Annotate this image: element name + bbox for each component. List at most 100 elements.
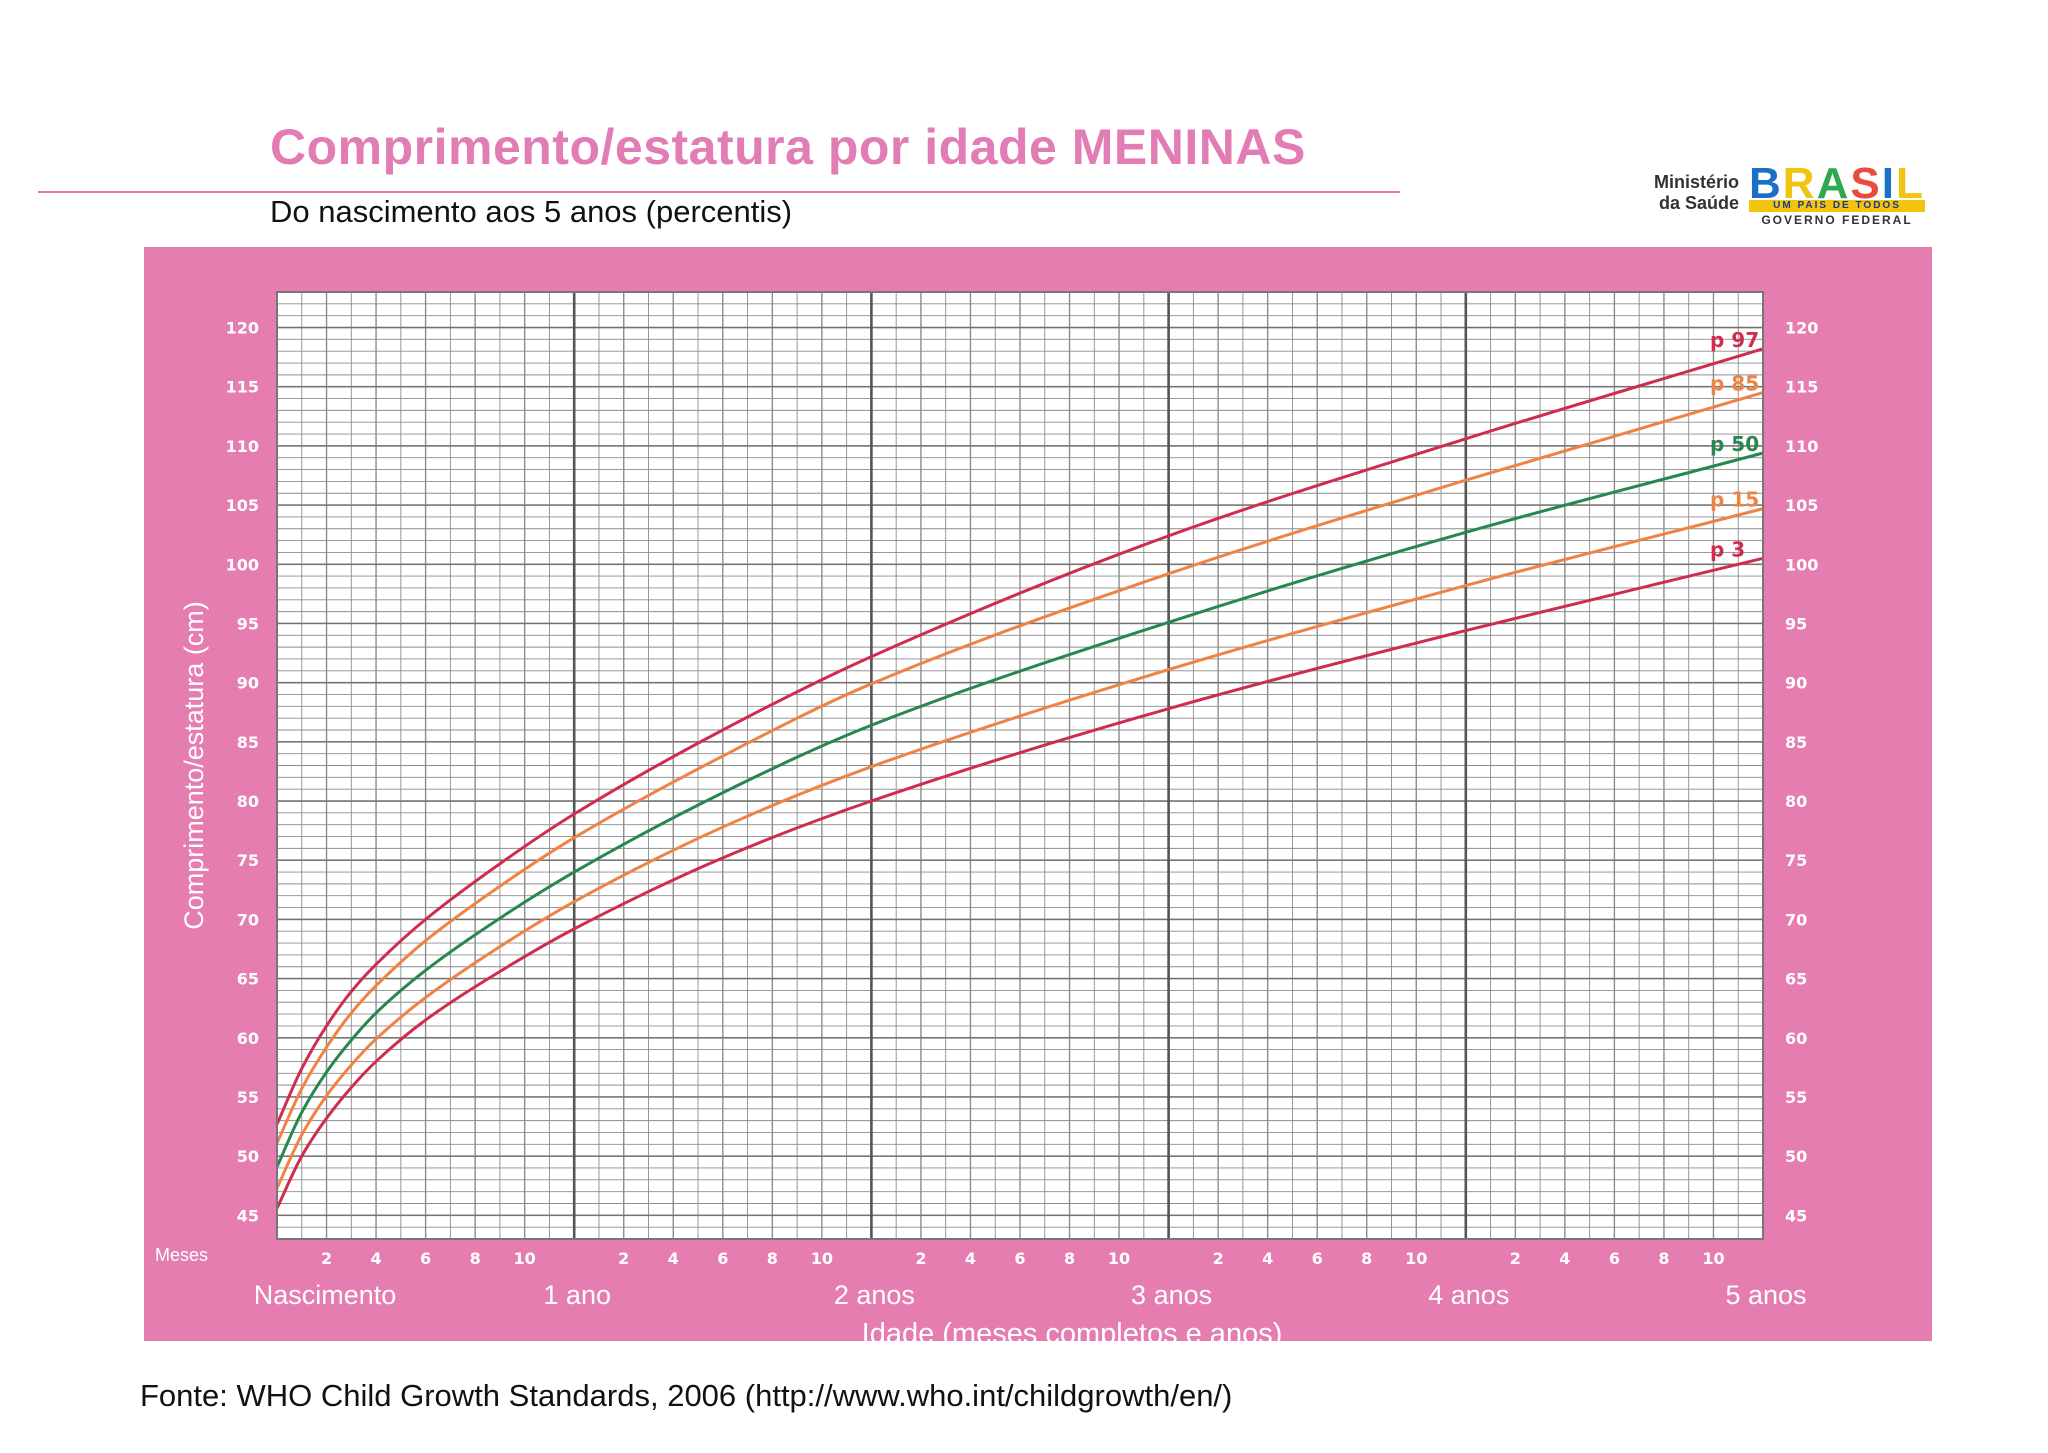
y-tick-label-left: 75 (237, 851, 259, 870)
y-tick-label-left: 100 (226, 555, 259, 574)
x-month-tick-label: 6 (1609, 1249, 1620, 1268)
y-tick-label-left: 120 (226, 319, 259, 338)
x-month-tick-label: 10 (1702, 1249, 1724, 1268)
x-year-tick-label: 5 anos (1725, 1280, 1806, 1310)
ministry-name: Ministério da Saúde (1645, 172, 1739, 214)
x-month-tick-label: 2 (618, 1249, 629, 1268)
series-label-p50: p 50 (1710, 432, 1759, 456)
x-month-tick-label: 4 (1262, 1249, 1273, 1268)
y-tick-label-left: 85 (237, 733, 259, 752)
x-month-tick-label: 6 (1312, 1249, 1323, 1268)
x-month-tick-label: 10 (1405, 1249, 1427, 1268)
y-tick-label-right: 90 (1785, 674, 1807, 693)
y-tick-label-right: 55 (1785, 1088, 1807, 1107)
brasil-letter: B (1749, 159, 1783, 208)
y-tick-label-right: 115 (1785, 378, 1818, 397)
y-tick-label-right: 45 (1785, 1206, 1807, 1225)
x-month-tick-label: 6 (420, 1249, 431, 1268)
y-tick-label-right: 80 (1785, 792, 1807, 811)
x-month-tick-label: 8 (1658, 1249, 1669, 1268)
grid-major-horizontal (277, 326, 1763, 1216)
source-citation: Fonte: WHO Child Growth Standards, 2006 … (140, 1378, 1233, 1413)
brasil-letter: S (1850, 159, 1882, 208)
series-line-p85 (275, 391, 1764, 1144)
y-tick-label-left: 60 (237, 1029, 259, 1048)
x-month-tick-label: 2 (1213, 1249, 1224, 1268)
ministry-line-1: Ministério (1653, 172, 1739, 192)
y-tick-label-right: 95 (1785, 614, 1807, 633)
x-month-tick-label: 6 (1014, 1249, 1025, 1268)
y-tick-label-left: 105 (226, 496, 259, 515)
y-tick-label-right: 70 (1785, 910, 1807, 929)
y-tick-label-left: 110 (226, 437, 259, 456)
series-line-p15 (275, 507, 1764, 1189)
y-tick-label-left: 95 (237, 614, 259, 633)
y-tick-label-right: 85 (1785, 733, 1807, 752)
y-tick-label-right: 100 (1785, 555, 1818, 574)
x-month-tick-label: 4 (668, 1249, 679, 1268)
x-year-tick-label: 3 anos (1131, 1280, 1212, 1310)
x-month-tick-label: 8 (767, 1249, 778, 1268)
title-divider (38, 191, 1400, 193)
y-tick-label-right: 110 (1785, 437, 1818, 456)
x-year-tick-labels: Nascimento 1 ano 2 anos 3 anos 4 anos 5 anos (254, 1280, 1807, 1310)
page-title: Comprimento/estatura por idade MENINAS (270, 119, 1306, 175)
x-month-tick-label: 4 (1559, 1249, 1570, 1268)
series-label-p3: p 3 (1710, 537, 1745, 561)
y-tick-labels-left: 45 50 55 60 65 70 75 80 85 90 95 100 105 110 115 120 (226, 319, 259, 1226)
x-year-tick-label: 1 ano (543, 1280, 611, 1310)
brasil-letter: R (1782, 159, 1817, 208)
brasil-letter: A (1816, 159, 1851, 208)
series-label-p85: p 85 (1710, 372, 1759, 396)
plot-border (276, 291, 1764, 1240)
y-tick-label-right: 65 (1785, 970, 1807, 989)
brasil-tagline: UM PAÍS DE TODOS (1749, 200, 1925, 212)
ministry-line-2: da Saúde (1658, 193, 1739, 213)
x-month-tick-labels: 2 4 6 8 10 2 4 6 8 10 2 4 6 8 10 2 4 6 8 10 2 4 6 8 10 (321, 1249, 1725, 1268)
y-tick-label-left: 90 (237, 674, 259, 693)
ministry-logo: Ministério da Saúde BRASIL UM PAÍS DE TO… (1645, 160, 1935, 230)
y-tick-label-left: 80 (237, 792, 259, 811)
series-label-p97: p 97 (1710, 328, 1759, 352)
y-axis-label: Comprimento/estatura (cm) (179, 601, 209, 930)
percentile-labels: p 97 p 85 p 50 p 15 p 3 (1710, 328, 1759, 562)
y-tick-label-right: 105 (1785, 496, 1818, 515)
x-month-tick-label: 8 (1064, 1249, 1075, 1268)
months-label: Meses (155, 1245, 208, 1265)
y-tick-label-right: 60 (1785, 1029, 1807, 1048)
y-tick-label-left: 115 (226, 378, 259, 397)
x-month-tick-label: 10 (1108, 1249, 1130, 1268)
x-month-tick-label: 4 (370, 1249, 381, 1268)
y-tick-label-right: 50 (1785, 1147, 1807, 1166)
brasil-letter: L (1895, 159, 1925, 208)
y-tick-label-right: 75 (1785, 851, 1807, 870)
x-month-tick-label: 10 (514, 1249, 536, 1268)
x-month-tick-label: 2 (915, 1249, 926, 1268)
series-line-p97 (275, 347, 1764, 1125)
brasil-wordmark: BRASIL (1749, 162, 1925, 206)
percentile-curves (275, 347, 1764, 1209)
x-year-tick-label: Nascimento (254, 1280, 397, 1310)
series-line-p3 (275, 556, 1764, 1209)
x-month-tick-label: 8 (470, 1249, 481, 1268)
brasil-letter: I (1881, 159, 1896, 208)
y-tick-label-left: 65 (237, 970, 259, 989)
y-tick-label-left: 45 (237, 1206, 259, 1225)
x-year-tick-label: 4 anos (1428, 1280, 1509, 1310)
x-month-tick-label: 2 (1510, 1249, 1521, 1268)
x-month-tick-label: 4 (965, 1249, 976, 1268)
y-tick-label-left: 70 (237, 910, 259, 929)
y-tick-label-left: 50 (237, 1147, 259, 1166)
y-tick-label-left: 55 (237, 1088, 259, 1107)
series-line-p50 (275, 451, 1764, 1168)
series-label-p15: p 15 (1710, 488, 1759, 512)
page-subtitle: Do nascimento aos 5 anos (percentis) (270, 194, 793, 229)
x-month-tick-label: 8 (1361, 1249, 1372, 1268)
x-month-tick-label: 6 (717, 1249, 728, 1268)
x-month-tick-label: 2 (321, 1249, 332, 1268)
y-tick-label-right: 120 (1785, 319, 1818, 338)
government-label: GOVERNO FEDERAL (1761, 213, 1913, 227)
y-tick-labels-right: 45 50 55 60 65 70 75 80 85 90 95 100 105 110 115 120 (1785, 319, 1818, 1226)
